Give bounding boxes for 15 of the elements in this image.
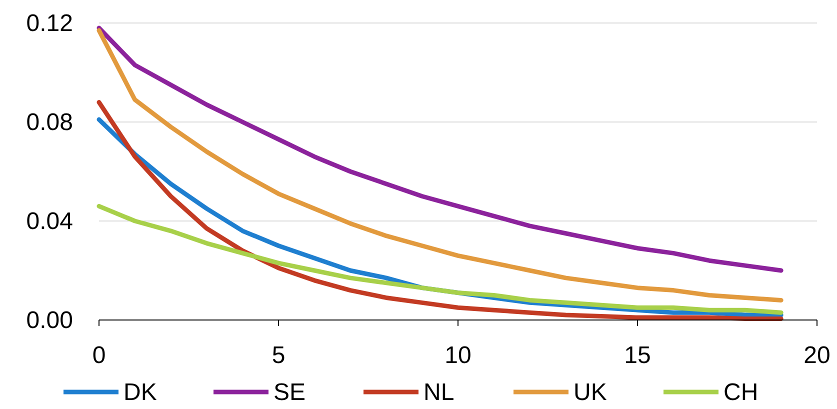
x-tick-label: 15 <box>624 342 651 369</box>
legend-label: DK <box>124 379 157 406</box>
legend-label: NL <box>424 379 454 406</box>
x-tick-label: 20 <box>804 342 830 369</box>
x-tick-label: 0 <box>92 342 106 369</box>
x-tick-label: 10 <box>444 342 472 369</box>
legend-label: SE <box>274 379 306 406</box>
y-tick-label: 0.00 <box>26 307 73 334</box>
line-series <box>96 204 784 315</box>
legend-label: CH <box>724 379 758 406</box>
y-tick-label: 0.08 <box>26 109 73 136</box>
y-tick-label: 0.12 <box>26 10 73 37</box>
y-tick-label: 0.04 <box>26 208 73 235</box>
x-tick-label: 5 <box>272 342 286 369</box>
legend-label: UK <box>574 379 607 406</box>
